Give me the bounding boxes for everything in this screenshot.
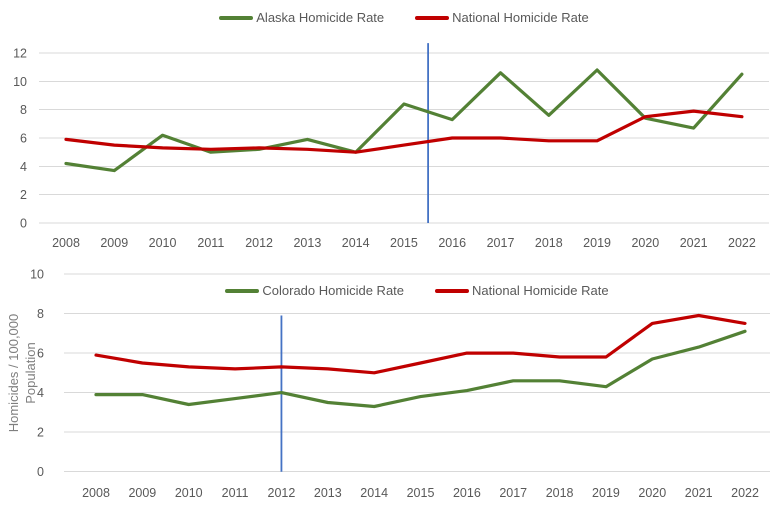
legend-label-national-top: National Homicide Rate — [452, 10, 589, 25]
x-tick-label: 2017 — [487, 236, 515, 250]
national-line-swatch-bottom — [435, 288, 470, 293]
y-axis-title-line2: Population — [23, 342, 38, 404]
legend-item-colorado: Colorado Homicide Rate — [225, 283, 404, 298]
x-tick-label: 2021 — [685, 486, 713, 500]
alaska-chart-plot-area: 0 2 4 6 8 10 12 2008 2009 2010 2011 2012 2013 2014 201… — [13, 43, 769, 250]
x-tick-label: 2016 — [438, 236, 466, 250]
colorado-chart-plot-area: 0 2 4 6 8 10 2008 2009 2010 2011 2012 2013 2014 2015 2… — [30, 268, 770, 500]
x-tick-label: 2015 — [390, 236, 418, 250]
x-tick-label: 2009 — [128, 486, 156, 500]
alaska-chart-legend: Alaska Homicide Rate National Homicide R… — [39, 9, 769, 26]
x-tick-label: 2010 — [175, 486, 203, 500]
x-tick-label: 2012 — [268, 486, 296, 500]
x-tick-label: 2017 — [499, 486, 527, 500]
legend-label-alaska: Alaska Homicide Rate — [256, 10, 385, 25]
x-tick-label: 2008 — [82, 486, 110, 500]
y-tick-label: 10 — [13, 75, 27, 89]
x-tick-label: 2013 — [293, 236, 321, 250]
x-tick-label: 2019 — [592, 486, 620, 500]
x-tick-label: 2021 — [680, 236, 708, 250]
x-tick-label: 2015 — [407, 486, 435, 500]
series-line-alaska-homicide-rate — [64, 68, 744, 173]
x-tick-label: 2018 — [535, 236, 563, 250]
national-line-swatch-top — [415, 15, 450, 20]
x-tick-label: 2012 — [245, 236, 273, 250]
x-tick-label: 2018 — [546, 486, 574, 500]
x-tick-label: 2014 — [342, 236, 370, 250]
y-axis-title-line1: Homicides / 100,000 — [6, 313, 21, 433]
x-tick-label: 2022 — [731, 486, 759, 500]
alaska-line-swatch — [219, 15, 254, 20]
y-axis-title: Homicides / 100,000 Population — [4, 273, 40, 473]
y-tick-label: 2 — [20, 188, 27, 202]
x-tick-label: 2014 — [360, 486, 388, 500]
x-tick-label: 2010 — [149, 236, 177, 250]
y-tick-label: 12 — [13, 46, 27, 60]
y-tick-label: 8 — [37, 307, 44, 321]
y-tick-label: 2 — [37, 426, 44, 440]
legend-label-national-bottom: National Homicide Rate — [472, 283, 609, 298]
series-line-colorado-homicide-rate — [94, 329, 747, 409]
series-line-national-homicide-rate — [64, 109, 744, 154]
y-tick-label: 4 — [37, 386, 44, 400]
colorado-line-swatch — [225, 288, 260, 293]
x-tick-label: 2011 — [222, 486, 249, 500]
x-tick-label: 2008 — [52, 236, 80, 250]
y-tick-label: 10 — [30, 268, 44, 282]
alaska-vs-national-chart: 0 2 4 6 8 10 12 2008 2009 2010 2011 2012 2013 2014 201… — [13, 9, 769, 250]
x-tick-label: 2019 — [583, 236, 611, 250]
x-tick-label: 2020 — [631, 236, 659, 250]
y-tick-label: 0 — [37, 465, 44, 479]
legend-label-colorado: Colorado Homicide Rate — [262, 283, 405, 298]
x-tick-label: 2011 — [197, 236, 224, 250]
y-tick-label: 6 — [20, 131, 27, 145]
y-tick-label: 4 — [20, 160, 27, 174]
x-tick-label: 2016 — [453, 486, 481, 500]
x-tick-label: 2013 — [314, 486, 342, 500]
legend-item-national-bottom: National Homicide Rate — [435, 283, 609, 298]
x-tick-label: 2022 — [728, 236, 756, 250]
series-line-national-homicide-rate — [94, 313, 747, 375]
y-tick-label: 6 — [37, 347, 44, 361]
x-tick-label: 2020 — [638, 486, 666, 500]
y-tick-label: 0 — [20, 217, 27, 231]
colorado-chart-legend: Colorado Homicide Rate National Homicide… — [64, 282, 770, 299]
colorado-vs-national-chart: 0 2 4 6 8 10 2008 2009 2010 2011 2012 2013 2014 2015 2… — [0, 258, 779, 512]
legend-item-alaska: Alaska Homicide Rate — [219, 10, 384, 25]
x-tick-label: 2009 — [100, 236, 128, 250]
y-tick-label: 8 — [20, 103, 27, 117]
legend-item-national-top: National Homicide Rate — [415, 10, 589, 25]
